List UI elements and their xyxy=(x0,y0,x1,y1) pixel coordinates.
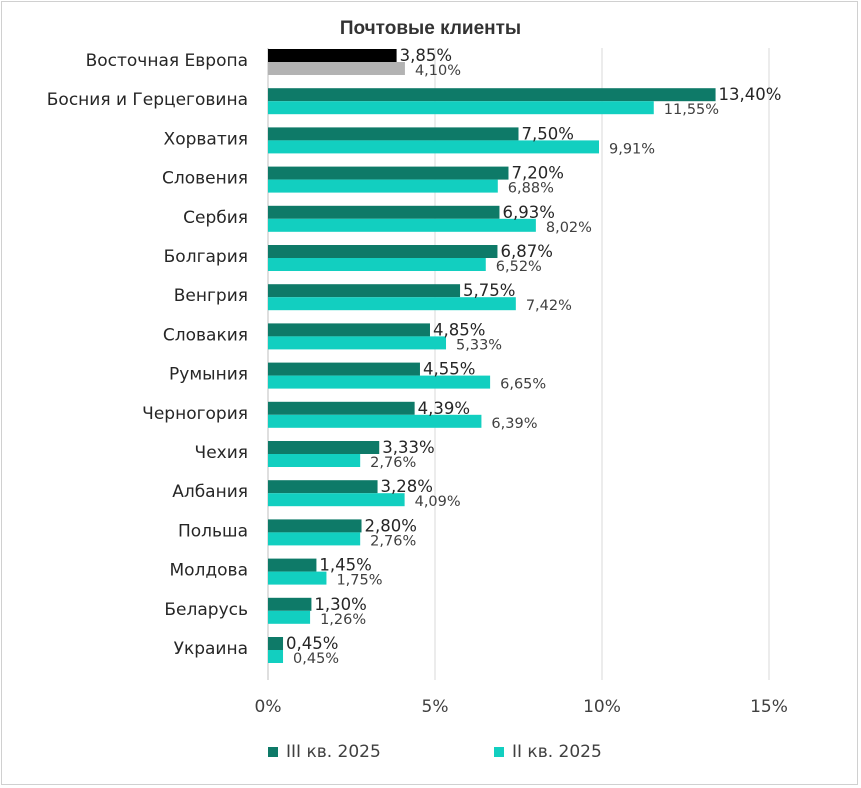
data-label-series-1: 3,33% xyxy=(382,438,434,457)
category-label: Черногория xyxy=(142,404,248,424)
bar-series-2 xyxy=(268,454,361,467)
bar-series-2 xyxy=(268,258,486,271)
x-tick-label-15: 15% xyxy=(750,697,788,717)
bar-series-2 xyxy=(268,179,498,193)
bar-series-1 xyxy=(268,245,498,258)
data-label-series-2: 4,09% xyxy=(415,494,461,510)
bar-series-1 xyxy=(268,166,509,180)
data-label-series-1: 6,87% xyxy=(500,242,552,261)
x-tick-label-5: 5% xyxy=(422,697,449,717)
legend: III кв. 2025 II кв. 2025 xyxy=(0,742,861,766)
data-label-series-1: 3,28% xyxy=(381,477,433,496)
category-label: Хорватия xyxy=(164,129,248,149)
bar-series-1 xyxy=(268,362,420,376)
bar-series-1 xyxy=(268,480,378,494)
legend-swatch-series-1 xyxy=(268,747,278,757)
bar-series-1 xyxy=(268,637,284,650)
category-label: Босния и Герцеговина xyxy=(47,90,248,110)
data-label-series-1: 4,85% xyxy=(433,320,485,339)
category-label: Чехия xyxy=(195,443,248,463)
bar-series-2 xyxy=(268,218,536,232)
bar-series-2 xyxy=(268,414,482,428)
data-label-series-1: 7,50% xyxy=(522,124,574,143)
data-label-series-2: 6,39% xyxy=(491,416,537,432)
data-label-series-2: 7,42% xyxy=(526,298,572,314)
bar-series-1 xyxy=(268,441,380,454)
data-label-series-2: 6,52% xyxy=(496,259,542,275)
data-label-series-1: 7,20% xyxy=(511,164,563,183)
legend-label-series-1: III кв. 2025 xyxy=(286,742,381,762)
bar-series-1 xyxy=(268,401,415,415)
bar-series-2 xyxy=(268,610,311,624)
bar-series-2 xyxy=(268,493,405,507)
data-label-series-1: 2,80% xyxy=(365,516,417,535)
chart-title: Почтовые клиенты xyxy=(339,18,522,39)
bar-series-2 xyxy=(268,62,405,75)
category-label: Беларусь xyxy=(164,600,248,620)
bar-series-1 xyxy=(268,49,397,62)
data-label-series-2: 6,65% xyxy=(500,377,546,393)
data-label-series-2: 6,88% xyxy=(508,181,554,197)
legend-item-series-1: III кв. 2025 xyxy=(268,742,381,762)
category-label: Болгария xyxy=(164,247,248,267)
data-label-series-2: 11,55% xyxy=(664,102,719,118)
data-label-series-1: 4,39% xyxy=(418,399,470,418)
bar-series-2 xyxy=(268,650,284,663)
data-label-series-2: 2,76% xyxy=(370,455,416,471)
data-label-series-2: 9,91% xyxy=(609,141,655,157)
x-tick-label-10: 10% xyxy=(583,697,621,717)
x-tick-label-0: 0% xyxy=(255,697,282,717)
bar-series-1 xyxy=(268,88,716,102)
data-label-series-2: 8,02% xyxy=(546,220,592,236)
data-label-series-1: 1,45% xyxy=(319,556,371,575)
bar-series-2 xyxy=(268,297,516,311)
category-label: Словения xyxy=(162,169,248,189)
bar-series-2 xyxy=(268,101,654,115)
data-label-series-2: 0,45% xyxy=(293,651,339,667)
category-label: Украина xyxy=(174,639,248,659)
data-label-series-2: 5,33% xyxy=(456,337,502,353)
legend-swatch-series-2 xyxy=(494,747,504,757)
data-label-series-1: 0,45% xyxy=(286,634,338,653)
category-label: Словакия xyxy=(163,325,248,345)
bar-series-2 xyxy=(268,375,491,389)
data-label-series-2: 1,75% xyxy=(336,573,382,589)
bar-series-2 xyxy=(268,140,599,154)
category-label: Восточная Европа xyxy=(86,51,248,71)
data-label-series-2: 2,76% xyxy=(370,533,416,549)
bar-series-1 xyxy=(268,127,519,141)
category-label: Венгрия xyxy=(174,286,248,306)
data-label-series-2: 4,10% xyxy=(415,63,461,79)
data-label-series-1: 1,30% xyxy=(314,595,366,614)
data-label-series-1: 5,75% xyxy=(463,281,515,300)
bar-series-1 xyxy=(268,205,500,219)
bar-series-1 xyxy=(268,323,430,337)
bar-series-2 xyxy=(268,532,361,546)
legend-item-series-2: II кв. 2025 xyxy=(494,742,602,762)
bar-series-2 xyxy=(268,336,447,350)
legend-label-series-2: II кв. 2025 xyxy=(512,742,602,762)
data-label-series-1: 13,40% xyxy=(719,85,782,104)
bar-series-1 xyxy=(268,519,362,533)
category-label: Польша xyxy=(178,521,248,541)
bar-series-1 xyxy=(268,597,312,611)
data-label-series-1: 6,93% xyxy=(502,203,554,222)
category-label: Молдова xyxy=(169,561,248,581)
category-label: Румыния xyxy=(169,365,248,385)
data-label-series-2: 1,26% xyxy=(320,612,366,628)
data-label-series-1: 4,55% xyxy=(423,360,475,379)
category-label: Албания xyxy=(172,482,248,502)
bar-series-1 xyxy=(268,284,461,298)
category-label: Сербия xyxy=(183,208,248,228)
data-label-series-1: 3,85% xyxy=(400,46,452,65)
bar-series-1 xyxy=(268,558,317,572)
bar-series-2 xyxy=(268,571,327,585)
